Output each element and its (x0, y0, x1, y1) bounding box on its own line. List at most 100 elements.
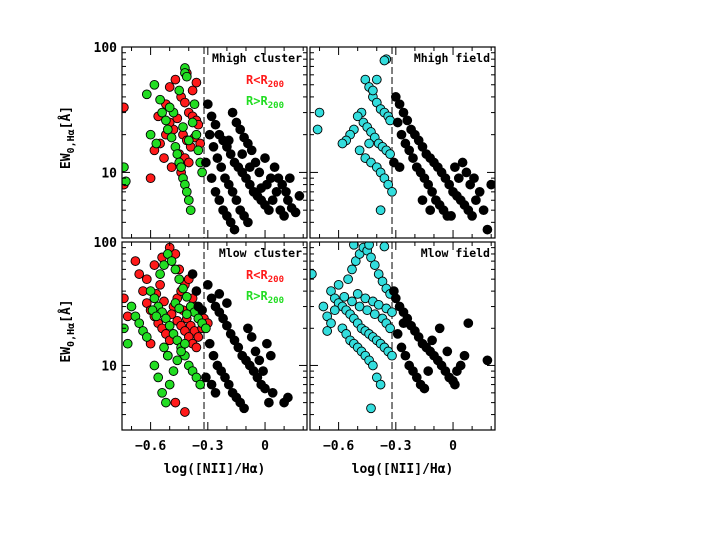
data-point (457, 157, 468, 168)
data-point (122, 162, 129, 173)
data-point (130, 256, 141, 266)
data-point (258, 366, 268, 376)
data-point (159, 260, 169, 270)
data-point (141, 332, 152, 342)
panel-frame (309, 46, 496, 239)
data-point (178, 283, 188, 294)
data-point (178, 122, 188, 132)
data-point (176, 346, 186, 357)
data-point (233, 342, 244, 353)
legend-entry: R<R200 (246, 268, 284, 285)
data-point (392, 117, 403, 128)
data-point (208, 141, 219, 152)
data-point (423, 366, 434, 376)
data-point (229, 224, 240, 235)
data-point (223, 379, 234, 390)
data-point (283, 392, 293, 403)
data-point (122, 338, 133, 349)
data-point (201, 157, 211, 168)
y-tick-label: 100 (94, 41, 118, 56)
data-point (166, 256, 177, 266)
data-point (482, 355, 493, 366)
data-point (185, 205, 196, 216)
data-point (214, 195, 225, 206)
data-point (134, 318, 145, 329)
legend-label: R<R (246, 268, 268, 282)
data-point (187, 85, 198, 96)
y-tick-label: 10 (101, 359, 117, 374)
data-point (166, 162, 177, 173)
y-axis-label: EW0,Hα[Å] (58, 106, 77, 169)
data-point (170, 264, 181, 275)
data-point (202, 279, 213, 290)
data-point (239, 132, 249, 143)
data-point (387, 350, 397, 361)
data-point (398, 107, 409, 118)
data-point (155, 94, 165, 105)
data-point (197, 167, 207, 178)
legend-entry: R>R200 (246, 289, 284, 306)
data-point (404, 145, 415, 156)
y-axis-label: EW0,Hα[Å] (58, 299, 77, 362)
legend-subscript: 200 (268, 80, 284, 90)
data-point (206, 173, 217, 184)
data-point (375, 379, 386, 390)
data-point (170, 397, 181, 408)
data-point (181, 291, 192, 302)
series-field (310, 242, 397, 414)
data-point (122, 293, 129, 304)
data-point (450, 379, 460, 390)
panel-plot-area (310, 242, 493, 430)
data-point (161, 397, 171, 408)
data-point (149, 79, 160, 90)
data-point (392, 329, 403, 339)
panel-mhigh-field: Mhigh field (309, 46, 496, 239)
data-point (396, 342, 407, 353)
data-point (362, 305, 373, 316)
data-point (164, 320, 175, 331)
legend-subscript: 200 (268, 101, 284, 111)
data-point (210, 119, 221, 130)
data-point (222, 320, 232, 331)
data-point (461, 167, 472, 178)
data-point (394, 162, 405, 173)
data-point (183, 195, 194, 206)
data-point (210, 387, 221, 398)
data-point (471, 195, 481, 206)
data-point (181, 309, 192, 320)
series-bpt-agn (389, 92, 495, 235)
series-bpt-agn (389, 286, 493, 394)
data-point (168, 366, 179, 376)
data-point (145, 129, 156, 140)
data-point (231, 117, 242, 128)
legend-subscript: 200 (268, 296, 284, 306)
data-point (369, 309, 380, 320)
data-point (164, 379, 175, 390)
data-point (354, 145, 365, 156)
data-point (371, 74, 382, 85)
series-r-r200 (122, 249, 211, 408)
data-point (394, 99, 405, 110)
data-point (419, 383, 430, 394)
data-point (126, 301, 137, 312)
series-field (312, 54, 397, 216)
data-point (486, 179, 495, 190)
data-point (164, 82, 175, 92)
data-point (375, 205, 386, 216)
panel-plot-area (122, 242, 293, 430)
panel-frame (121, 241, 308, 431)
data-point (385, 149, 395, 159)
data-point (337, 138, 348, 149)
data-point (181, 186, 192, 197)
data-point (162, 350, 173, 361)
data-point (239, 403, 249, 414)
data-point (267, 387, 278, 398)
data-point (174, 274, 185, 285)
data-point (396, 129, 407, 140)
panel-title: Mlow cluster (219, 246, 302, 260)
data-point (312, 124, 323, 135)
data-point (402, 115, 413, 126)
data-point (387, 307, 397, 318)
data-point (149, 260, 160, 270)
data-point (290, 207, 301, 218)
